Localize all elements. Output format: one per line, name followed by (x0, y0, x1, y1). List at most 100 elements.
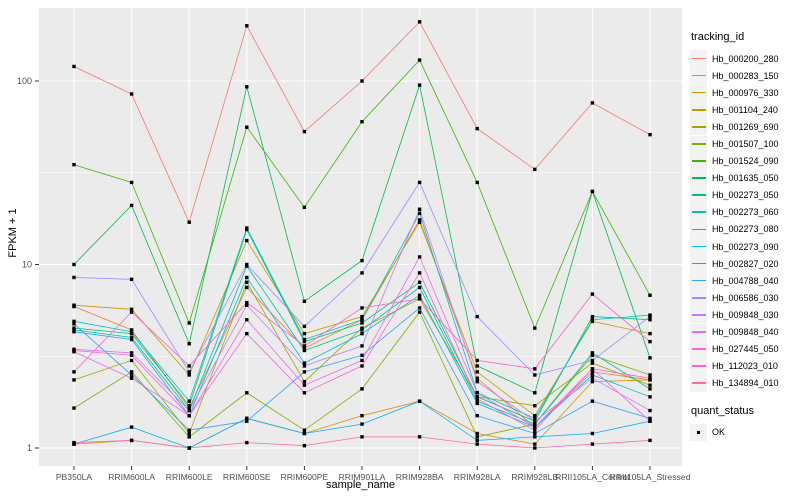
data-point (417, 211, 422, 216)
data-point (187, 370, 191, 374)
data-point (187, 364, 191, 368)
x-tick-label: RRII105LA_Stressed (610, 472, 691, 482)
data-point (72, 348, 76, 353)
data-point (72, 406, 76, 410)
data-point (533, 431, 537, 436)
legend-key-line-icon (690, 84, 707, 102)
legend-item: Hb_001507_100 (690, 135, 798, 153)
legend-item-label: Hb_004788_040 (712, 275, 779, 286)
data-point (417, 280, 422, 284)
data-point (129, 370, 134, 374)
data-point (187, 321, 191, 325)
data-point (475, 314, 479, 319)
data-point (648, 408, 652, 413)
legend-key-line-icon (690, 118, 707, 136)
data-point (129, 438, 134, 443)
data-point (648, 416, 652, 421)
legend-item: Hb_001635_050 (690, 169, 798, 187)
legend-item: Hb_027445_050 (690, 340, 798, 358)
data-point (590, 367, 595, 371)
y-tick-label: 100 (17, 76, 32, 86)
legend-item-label: Hb_001524_090 (712, 156, 779, 167)
data-point (533, 435, 537, 439)
data-point (187, 413, 191, 418)
legend-key-line-icon (690, 169, 707, 187)
legend-key-line-icon (690, 255, 707, 273)
legend-item-label: Hb_000976_330 (712, 87, 779, 98)
data-point (72, 440, 76, 445)
data-point (360, 331, 364, 336)
data-point (360, 326, 364, 330)
data-point (302, 431, 307, 436)
data-point (72, 303, 76, 307)
tracking-id-legend-entries: Hb_000200_280 Hb_000283_150 Hb_000976_330 H… (690, 50, 798, 392)
data-point (187, 406, 191, 410)
data-point (533, 419, 537, 423)
data-point (187, 431, 191, 436)
data-point (187, 373, 191, 377)
data-point (360, 435, 364, 439)
data-point (648, 376, 652, 380)
data-point (360, 413, 364, 418)
data-point (475, 358, 479, 363)
data-point (417, 310, 422, 314)
x-tick-label: RRIM600SE (223, 472, 271, 482)
legend-key-line-icon (690, 101, 707, 119)
data-point (533, 367, 537, 371)
data-point (590, 318, 595, 322)
data-point (648, 339, 652, 344)
data-point (360, 344, 364, 348)
legend-item-label: Hb_134894_010 (712, 378, 779, 389)
legend-key-line-icon (690, 323, 707, 341)
legend-item-label: Hb_009848_040 (712, 327, 779, 338)
legend-key-line-icon (690, 220, 707, 238)
data-point (417, 297, 422, 301)
data-point (648, 293, 652, 297)
data-point (245, 125, 249, 129)
data-point (475, 397, 479, 401)
legend-item: Hb_134894_010 (690, 374, 798, 392)
data-point (302, 370, 307, 374)
x-tick-label: RRII105LA_Control (555, 472, 630, 482)
data-point (417, 399, 422, 403)
data-point (302, 364, 307, 368)
legend-item-label: Hb_027445_050 (712, 344, 779, 355)
legend-item: Hb_009848_040 (690, 323, 798, 341)
data-point (590, 351, 595, 355)
data-point (72, 330, 76, 334)
data-point (302, 299, 307, 304)
data-point (245, 440, 249, 445)
data-point (475, 442, 479, 446)
data-point (129, 92, 134, 96)
data-point (302, 348, 307, 353)
legend-item: Hb_002273_080 (690, 220, 798, 238)
data-point (129, 310, 134, 314)
data-point (475, 395, 479, 399)
data-point (648, 356, 652, 360)
data-point (72, 162, 76, 167)
data-point (360, 364, 364, 368)
data-point (590, 376, 595, 380)
data-point (648, 331, 652, 336)
x-tick-label: RRIM600LA (108, 472, 155, 482)
data-point (533, 428, 537, 432)
data-point (648, 383, 652, 387)
x-axis-title: sample_name (325, 479, 396, 491)
legend-item-label: Hb_002273_060 (712, 207, 779, 218)
legend-item: Hb_004788_040 (690, 272, 798, 290)
legend-item-label: Hb_001269_690 (712, 121, 779, 132)
data-point (360, 353, 364, 358)
data-point (590, 373, 595, 377)
data-point (245, 331, 249, 336)
data-point (360, 318, 364, 322)
data-point (245, 391, 249, 395)
data-point (302, 383, 307, 387)
data-point (245, 416, 249, 421)
data-point (129, 335, 134, 340)
data-point (302, 443, 307, 448)
data-point (129, 353, 134, 358)
data-point (129, 203, 134, 208)
quant-status-legend: quant_status OK (690, 405, 798, 441)
data-point (648, 373, 652, 377)
data-point (187, 446, 191, 450)
